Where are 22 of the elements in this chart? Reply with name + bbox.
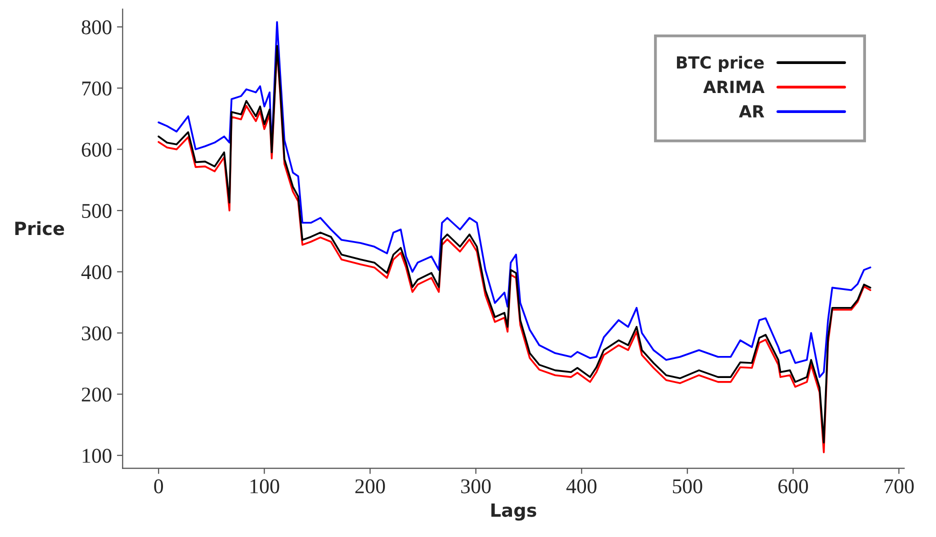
- x-tick-label: 0: [154, 479, 163, 494]
- x-tick-label: 700: [884, 479, 914, 494]
- x-axis-title: Lags: [491, 504, 536, 521]
- x-tick-label: 200: [355, 479, 385, 494]
- x-tick-label: 100: [250, 479, 280, 494]
- y-tick-label: 800: [82, 20, 112, 34]
- x-tick-label: 500: [672, 479, 702, 494]
- x-tick-label: 300: [461, 479, 491, 494]
- legend-label: AR: [738, 105, 764, 118]
- y-tick-label: 500: [82, 204, 112, 218]
- x-tick-label: 600: [778, 479, 808, 494]
- y-tick-label: 700: [82, 81, 112, 96]
- legend-label: BTC price: [676, 56, 764, 72]
- y-axis-title: Price: [15, 221, 64, 236]
- y-tick-label: 600: [82, 142, 112, 157]
- line-series: [158, 21, 872, 378]
- y-tick-label: 400: [81, 265, 112, 280]
- legend-label: ARIMA: [703, 80, 764, 93]
- y-tick-label: 300: [82, 326, 112, 340]
- y-tick-label: 200: [82, 388, 112, 402]
- y-tick-label: 100: [82, 448, 112, 463]
- x-tick-label: 400: [566, 479, 596, 494]
